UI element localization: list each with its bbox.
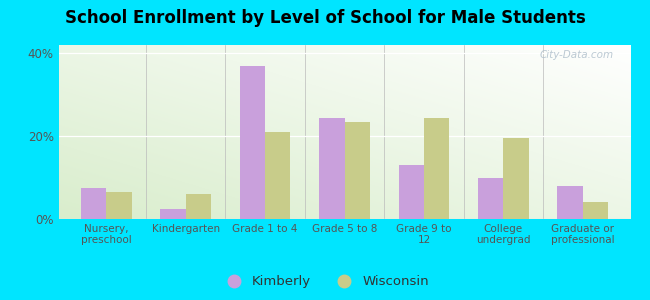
Bar: [240, 66, 265, 219]
Bar: [478, 178, 503, 219]
Bar: [106, 192, 131, 219]
Bar: [558, 186, 583, 219]
Legend: Kimberly, Wisconsin: Kimberly, Wisconsin: [215, 270, 435, 293]
Bar: [160, 208, 186, 219]
Bar: [503, 138, 529, 219]
Bar: [319, 118, 344, 219]
Bar: [583, 202, 608, 219]
Text: School Enrollment by Level of School for Male Students: School Enrollment by Level of School for…: [64, 9, 586, 27]
Bar: [186, 194, 211, 219]
Bar: [344, 122, 370, 219]
Bar: [81, 188, 106, 219]
Bar: [424, 118, 449, 219]
Bar: [398, 165, 424, 219]
Bar: [265, 132, 291, 219]
Text: City-Data.com: City-Data.com: [540, 50, 614, 60]
